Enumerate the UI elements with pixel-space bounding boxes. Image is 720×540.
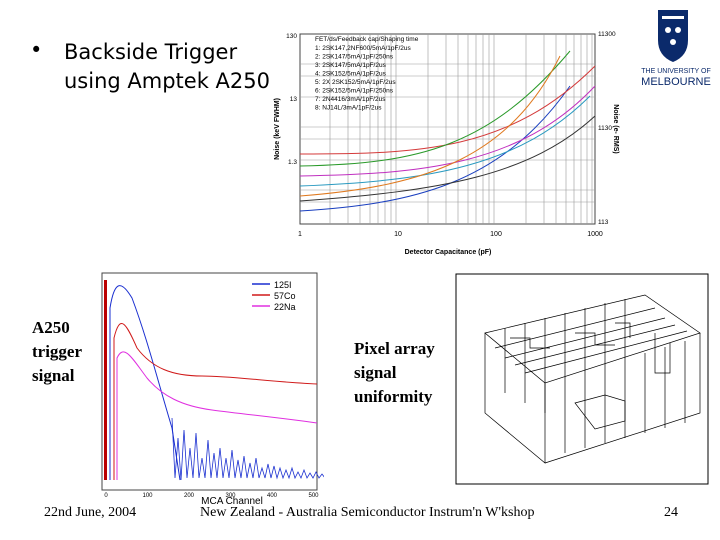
legend-entry: 2: 2SK147/5mA/1pF/250ns [315, 54, 394, 61]
trigger-line [104, 280, 107, 480]
y2-tick-label: 113 [598, 219, 609, 226]
curve [299, 115, 596, 202]
x-tick-label: 300 [225, 493, 236, 499]
noise-plot: FET/ds/Feedback cap/Shaping time 1: 2SK14… [274, 31, 619, 256]
legend-entry: 6: 2SK152/5mA/1pF/250ns [315, 88, 394, 95]
footer-date: 22nd June, 2004 [44, 505, 137, 520]
x-tick-label: 1 [298, 231, 302, 238]
logo-detail [670, 39, 676, 45]
left-label: A250 trigger signal [32, 318, 82, 385]
x-tick-label: 500 [308, 493, 319, 499]
x-ticks: 0 100 200 300 400 500 [104, 493, 319, 499]
x-tick-label: 0 [104, 493, 108, 499]
surface [484, 294, 701, 464]
logo-shield [658, 10, 688, 62]
pixel-plot [455, 273, 709, 485]
y2-tick-label: 1130 [598, 125, 612, 132]
legend: FET/ds/Feedback cap/Shaping time 1: 2SK14… [315, 36, 419, 112]
grid-lines [300, 63, 595, 203]
y2-axis-label: Noise (e- RMS) [612, 104, 619, 153]
logo-detail [662, 16, 684, 19]
footer-event: New Zealand - Australia Semiconductor In… [200, 505, 535, 520]
legend-entry: 8: NJ14L/3mA/1pF/2us [315, 105, 382, 112]
y-tick-label: 130 [286, 33, 297, 40]
right-label: Pixel array signal uniformity [354, 339, 435, 406]
footer-page: 24 [664, 505, 678, 520]
logo-detail [665, 27, 671, 33]
legend-entry: 7: 2N4416/3mA/1pF/2us [315, 96, 386, 103]
x-tick-label: 1000 [587, 231, 603, 238]
bullet-text: Backside Trigger using Amptek A250 [64, 40, 270, 93]
legend-entry: 125I [274, 280, 292, 290]
legend-entry: 22Na [274, 302, 296, 312]
x-tick-label: 10 [394, 231, 402, 238]
plot-frame [299, 33, 596, 225]
x-tick-label: 100 [490, 231, 502, 238]
logo-detail [675, 27, 681, 33]
curve [299, 50, 571, 167]
bullet-dot: • [30, 38, 43, 62]
curve [299, 85, 596, 177]
logo-line1: THE UNIVERSITY OF [641, 68, 711, 75]
curve [299, 65, 596, 155]
logo: THE UNIVERSITY OF MELBOURNE [641, 10, 711, 88]
curve [299, 55, 561, 197]
x-axis-label: MCA Channel [201, 496, 263, 507]
y-axis-label: Noise (keV FWHM) [274, 98, 281, 160]
legend-entry: 5: 2X 2SK152/5mA/1pF/2us [315, 79, 396, 86]
y-tick-label: 13 [290, 96, 298, 103]
legend-title: FET/ds/Feedback cap/Shaping time [315, 36, 419, 43]
legend-entry: 57Co [274, 291, 296, 301]
legend-entry: 4: 2SK152/5mA/1pF/2us [315, 71, 387, 78]
x-tick-label: 200 [184, 493, 195, 499]
y-tick-label: 1.3 [288, 159, 297, 166]
grid-lines [329, 34, 593, 224]
noise-trace [171, 417, 324, 481]
curve [109, 285, 181, 481]
plot-frame [455, 273, 709, 485]
logo-line2: MELBOURNE [641, 76, 711, 88]
curve [299, 95, 591, 187]
curves [299, 50, 596, 212]
curve [116, 351, 318, 480]
x-tick-label: 100 [142, 493, 153, 499]
y2-tick-label: 11300 [598, 31, 616, 38]
curve [113, 323, 318, 480]
x-tick-label: 400 [267, 493, 278, 499]
grid [300, 34, 595, 224]
x-axis-label: Detector Capacitance (pF) [405, 249, 492, 256]
legend-entry: 3: 2SK147/5mA/1pF/2us [315, 62, 387, 69]
legend-entry: 1: 2SK147,2NF600/5mA/1pF/2us [315, 45, 412, 52]
